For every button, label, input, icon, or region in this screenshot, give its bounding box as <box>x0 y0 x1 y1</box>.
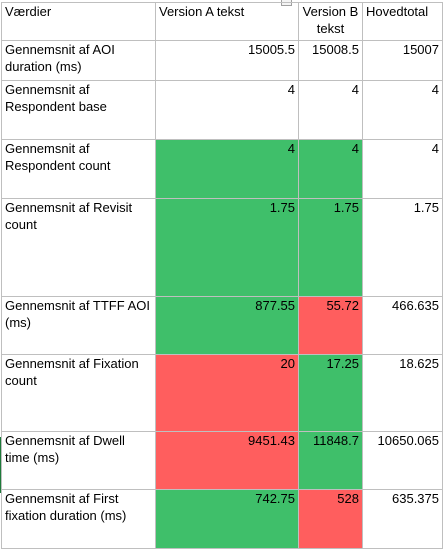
row-label[interactable]: Gennemsnit af Respondent count <box>1 139 156 199</box>
table-row: Gennemsnit af Respondent base 4 4 4 <box>1 80 443 140</box>
cell-version-a[interactable]: 4 <box>155 139 299 199</box>
table-row: Gennemsnit af AOI duration (ms) 15005.5 … <box>1 40 443 81</box>
cell-total[interactable]: 466.635 <box>362 296 443 355</box>
cell-version-a[interactable]: 20 <box>155 354 299 432</box>
row-label[interactable]: Gennemsnit af First fixation duration (m… <box>1 489 156 549</box>
row-label[interactable]: Gennemsnit af TTFF AOI (ms) <box>1 296 156 355</box>
column-header-total[interactable]: Hovedtotal <box>362 2 443 41</box>
cell-version-a[interactable]: 1.75 <box>155 198 299 297</box>
cell-version-b[interactable]: 17.25 <box>298 354 363 432</box>
cell-version-b[interactable]: 528 <box>298 489 363 549</box>
cell-total[interactable]: 15007 <box>362 40 443 81</box>
table-row: Gennemsnit af Respondent count 4 4 4 <box>1 139 443 199</box>
cell-version-b[interactable]: 55.72 <box>298 296 363 355</box>
cell-version-a[interactable]: 9451.43 <box>155 431 299 490</box>
cell-version-a[interactable]: 742.75 <box>155 489 299 549</box>
row-label[interactable]: Gennemsnit af Dwell time (ms) <box>1 431 156 490</box>
row-labels-header[interactable]: Værdier <box>1 2 156 41</box>
cell-version-a[interactable]: 4 <box>155 80 299 140</box>
cell-version-a[interactable]: 15005.5 <box>155 40 299 81</box>
table-row: Gennemsnit af TTFF AOI (ms) 877.55 55.72… <box>1 296 443 355</box>
cell-total[interactable]: 1.75 <box>362 198 443 297</box>
row-label[interactable]: Gennemsnit af Respondent base <box>1 80 156 140</box>
cell-version-b[interactable]: 1.75 <box>298 198 363 297</box>
pivot-table: Værdier Version A tekst Version B tekst … <box>1 2 443 549</box>
cell-version-b[interactable]: 15008.5 <box>298 40 363 81</box>
cell-total[interactable]: 635.375 <box>362 489 443 549</box>
cell-total[interactable]: 4 <box>362 139 443 199</box>
cell-total[interactable]: 10650.065 <box>362 431 443 490</box>
table-row: Gennemsnit af Revisit count 1.75 1.75 1.… <box>1 198 443 297</box>
table-row: Gennemsnit af Dwell time (ms) 9451.43 11… <box>1 431 443 490</box>
row-label[interactable]: Gennemsnit af Revisit count <box>1 198 156 297</box>
cell-version-b[interactable]: 11848.7 <box>298 431 363 490</box>
cell-total[interactable]: 18.625 <box>362 354 443 432</box>
cell-version-b[interactable]: 4 <box>298 139 363 199</box>
row-label[interactable]: Gennemsnit af AOI duration (ms) <box>1 40 156 81</box>
table-row: Gennemsnit af Fixation count 20 17.25 18… <box>1 354 443 432</box>
column-header-version-b[interactable]: Version B tekst <box>298 2 363 41</box>
table-row: Gennemsnit af First fixation duration (m… <box>1 489 443 549</box>
header-row: Værdier Version A tekst Version B tekst … <box>1 2 443 41</box>
cell-version-b[interactable]: 4 <box>298 80 363 140</box>
cell-total[interactable]: 4 <box>362 80 443 140</box>
row-label[interactable]: Gennemsnit af Fixation count <box>1 354 156 432</box>
cell-version-a[interactable]: 877.55 <box>155 296 299 355</box>
column-header-version-a[interactable]: Version A tekst <box>155 2 299 41</box>
